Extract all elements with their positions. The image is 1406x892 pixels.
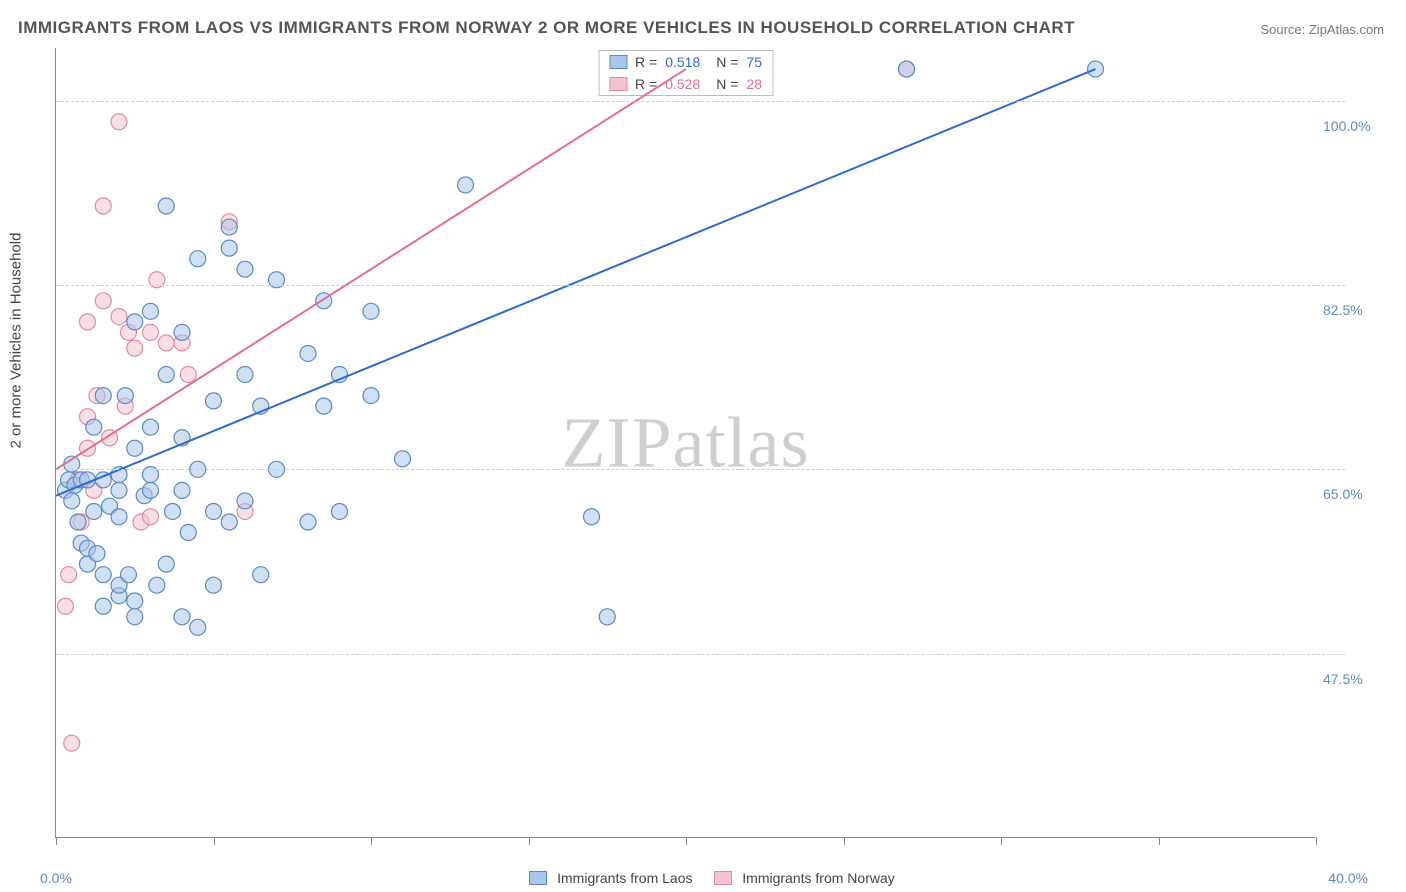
gridline: [56, 654, 1345, 655]
legend-label-laos: Immigrants from Laos: [557, 870, 692, 886]
x-tick: [1159, 837, 1160, 845]
gridline: [56, 285, 1345, 286]
y-tick-label: 65.0%: [1323, 486, 1383, 502]
legend-label-norway: Immigrants from Norway: [742, 870, 894, 886]
gridline: [56, 101, 1345, 102]
x-tick: [214, 837, 215, 845]
x-tick: [529, 837, 530, 845]
regression-line: [56, 69, 686, 469]
y-tick-label: 100.0%: [1323, 118, 1383, 134]
regression-lines: [56, 48, 1316, 838]
series-legend: Immigrants from Laos Immigrants from Nor…: [0, 870, 1406, 886]
source-attribution: Source: ZipAtlas.com: [1260, 22, 1384, 37]
y-tick-label: 82.5%: [1323, 302, 1383, 318]
legend-swatch-norway: [714, 871, 732, 885]
x-tick: [1001, 837, 1002, 845]
x-tick: [56, 837, 57, 845]
x-tick: [686, 837, 687, 845]
correlation-scatter-plot: ZIPatlas R = 0.518 N = 75 R = 0.528 N = …: [55, 48, 1315, 838]
y-tick-label: 47.5%: [1323, 671, 1383, 687]
x-tick: [844, 837, 845, 845]
regression-line: [56, 69, 1096, 496]
x-tick: [371, 837, 372, 845]
chart-title: IMMIGRANTS FROM LAOS VS IMMIGRANTS FROM …: [18, 18, 1075, 38]
y-axis-label: 2 or more Vehicles in Household: [8, 233, 25, 449]
legend-swatch-laos: [529, 871, 547, 885]
gridline: [56, 469, 1345, 470]
x-tick: [1316, 837, 1317, 845]
